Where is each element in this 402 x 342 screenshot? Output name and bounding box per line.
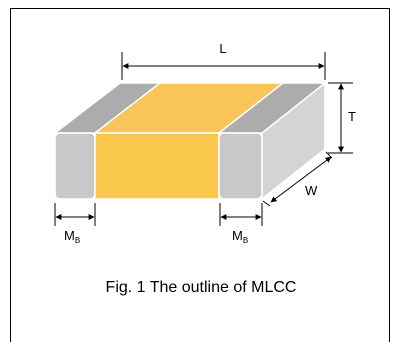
width-extension-front (262, 200, 271, 207)
margin-left-label-sub: B (75, 236, 80, 245)
margin-right-label: MB (232, 228, 248, 245)
dimension-margin-left: MB (54, 203, 96, 245)
thickness-label: T (348, 109, 356, 124)
front-left-electrode (54, 132, 96, 200)
mlcc-chip (52, 81, 328, 201)
margin-right-label-main: M (232, 228, 243, 243)
dimension-width: W (262, 151, 333, 207)
margin-right-label-sub: B (243, 236, 248, 245)
length-label: L (219, 41, 226, 56)
front-ceramic-body (94, 132, 220, 200)
margin-left-label: MB (64, 228, 80, 245)
width-label: W (305, 183, 318, 198)
width-arrow (270, 156, 332, 203)
dimension-length: L (121, 41, 326, 80)
front-right-electrode (218, 132, 263, 200)
figure-caption: Fig. 1 The outline of MLCC (105, 279, 297, 296)
margin-left-label-main: M (64, 228, 75, 243)
dimension-margin-right: MB (219, 203, 263, 245)
dimension-thickness: T (328, 82, 356, 154)
